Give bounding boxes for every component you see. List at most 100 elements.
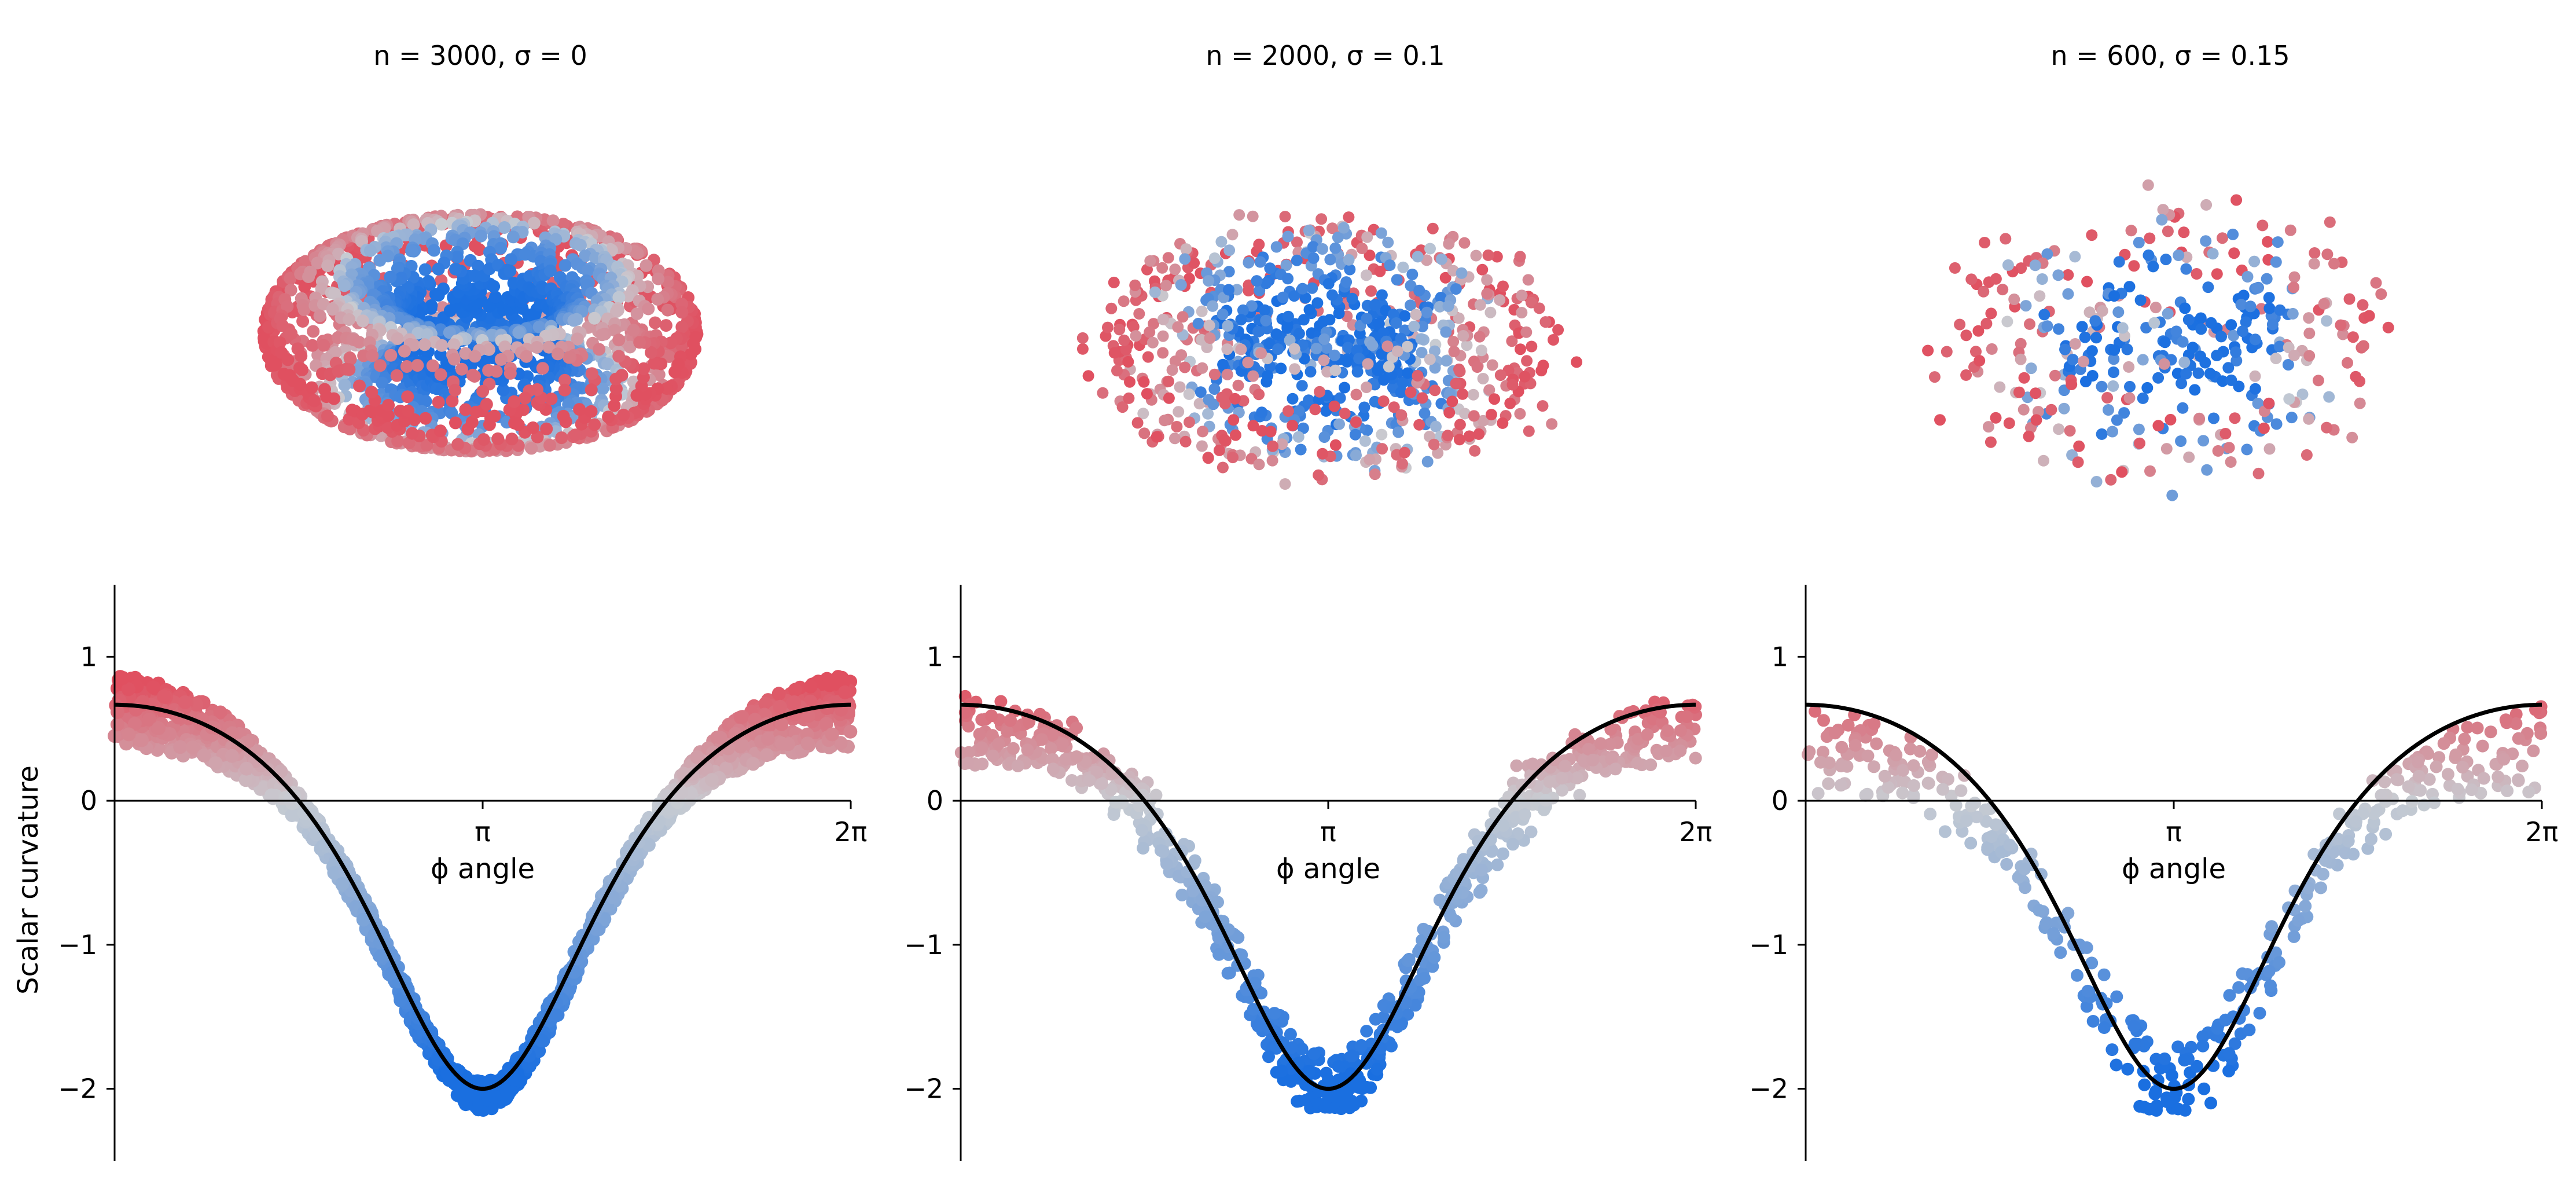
torus-point — [1391, 345, 1403, 357]
torus-point — [1265, 426, 1277, 438]
torus-point — [1297, 422, 1309, 434]
torus-point — [1138, 376, 1150, 388]
torus-point — [640, 259, 653, 272]
torus-point — [2335, 319, 2347, 331]
torus-point — [2125, 225, 2137, 237]
torus-point — [1180, 243, 1192, 255]
torus-point — [2067, 354, 2079, 366]
torus-point — [2178, 356, 2191, 368]
torus-point — [2288, 281, 2300, 294]
torus-point — [1329, 349, 1340, 361]
torus-point — [1546, 418, 1558, 430]
torus-point — [2096, 380, 2108, 393]
torus-point — [585, 367, 598, 380]
torus-point — [558, 373, 571, 387]
torus-point — [1537, 400, 1549, 412]
torus-point — [617, 408, 630, 421]
torus-point — [1193, 398, 1206, 410]
torus-point — [1376, 428, 1388, 441]
torus-point — [2178, 226, 2190, 239]
torus-point — [546, 214, 560, 228]
torus-point — [1381, 340, 1394, 353]
torus-point — [1392, 426, 1405, 438]
torus-point — [2197, 435, 2210, 447]
torus-point — [1539, 316, 1552, 328]
torus-point — [1351, 366, 1364, 378]
torus-point — [2177, 402, 2189, 414]
torus-point — [1405, 299, 1416, 311]
torus-point — [1169, 432, 1181, 445]
torus-point — [1156, 262, 1168, 274]
torus-point — [356, 314, 369, 328]
torus-point — [1217, 308, 1229, 320]
torus-point — [1329, 439, 1342, 451]
torus-point — [2079, 331, 2091, 343]
torus-point — [1243, 256, 1255, 269]
torus-point — [1397, 261, 1409, 273]
torus-point — [1412, 370, 1424, 382]
torus-point — [2144, 465, 2156, 477]
torus-point — [630, 307, 644, 320]
torus-point — [563, 351, 576, 364]
torus-point — [446, 394, 459, 408]
torus-point — [1275, 362, 1287, 375]
torus-point — [2052, 269, 2064, 281]
torus-point — [1231, 284, 1243, 296]
torus-point — [1470, 250, 1482, 262]
torus-point — [1413, 284, 1425, 296]
torus-point — [1481, 288, 1493, 300]
scatter-point — [213, 705, 227, 720]
torus-point — [281, 300, 294, 313]
torus-point — [652, 272, 665, 285]
torus-point — [2252, 467, 2265, 479]
torus-point — [2182, 314, 2195, 326]
torus-point — [1127, 321, 1140, 333]
torus-point — [1309, 404, 1321, 416]
torus-point — [1353, 353, 1365, 365]
torus-point — [2227, 228, 2239, 240]
torus-point — [1350, 388, 1362, 401]
torus-point — [1270, 241, 1283, 253]
torus-point — [1376, 289, 1388, 301]
torus-point — [419, 395, 432, 408]
torus-point — [2287, 307, 2299, 320]
torus-point — [2217, 375, 2229, 387]
torus-point — [1293, 405, 1305, 417]
torus-point — [1450, 283, 1462, 295]
torus-point — [1217, 461, 1229, 474]
torus-point — [1523, 425, 1535, 437]
torus-point — [2321, 421, 2333, 434]
torus-point — [2038, 454, 2049, 467]
torus-point — [2191, 268, 2203, 280]
torus-point — [1229, 393, 1241, 405]
torus-point — [2137, 354, 2149, 366]
torus-point — [1416, 392, 1428, 404]
torus-point — [2175, 435, 2187, 447]
torus-point — [480, 398, 493, 411]
torus-point — [2251, 282, 2263, 294]
torus-point — [1399, 310, 1411, 322]
torus-point — [2303, 350, 2316, 362]
torus-point — [2142, 179, 2154, 191]
torus-point — [1429, 384, 1441, 397]
torus-point — [1960, 329, 1972, 342]
torus-point — [406, 427, 419, 440]
torus-point — [2288, 271, 2301, 283]
torus-point — [2230, 194, 2243, 206]
torus-point — [494, 353, 508, 366]
torus-point — [648, 357, 661, 370]
torus-point — [2090, 476, 2103, 487]
torus-point — [645, 346, 657, 359]
torus-point — [1521, 355, 1533, 367]
torus-point — [504, 253, 517, 266]
torus-point — [435, 218, 448, 231]
torus-point — [1537, 360, 1549, 372]
torus-point — [1990, 273, 2002, 285]
torus-point — [1361, 382, 1372, 393]
torus-point — [2128, 260, 2140, 272]
torus-point — [2225, 374, 2237, 386]
torus-point — [1506, 379, 1519, 391]
torus-point — [343, 422, 357, 435]
torus-point — [2003, 417, 2015, 429]
torus-point — [1169, 263, 1181, 276]
